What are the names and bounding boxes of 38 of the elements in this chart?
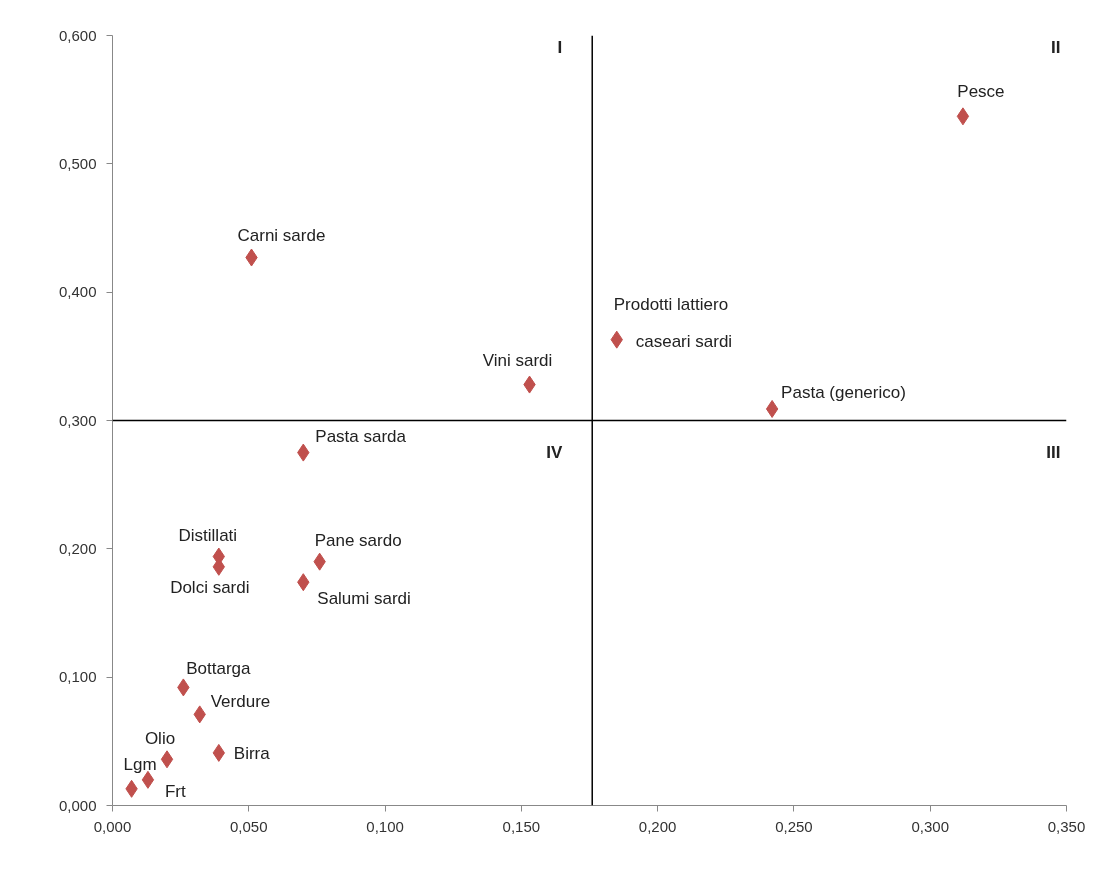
y-tick-label: 0,200 bbox=[58, 539, 97, 557]
x-tick-label: 0,300 bbox=[911, 817, 949, 835]
y-tick-label: 0,500 bbox=[58, 154, 97, 172]
series-label: Pasta sarda bbox=[315, 427, 407, 447]
series-label: Bottarga bbox=[186, 658, 252, 678]
y-tick-label: 0,100 bbox=[58, 668, 97, 686]
series-label: Dolci sardi bbox=[170, 578, 250, 598]
x-tick-label: 0,250 bbox=[775, 817, 813, 835]
series-label: Distillati bbox=[178, 526, 238, 546]
annotation: I bbox=[557, 38, 563, 57]
x-tick-label: 0,000 bbox=[93, 817, 132, 835]
y-tick-label: 0,000 bbox=[58, 796, 97, 814]
annotation: III bbox=[1046, 443, 1061, 462]
point bbox=[765, 399, 779, 418]
x-tick-label: 0,200 bbox=[638, 817, 677, 835]
series-label: Verdure bbox=[210, 691, 271, 711]
series-label: Birra bbox=[233, 744, 271, 764]
x-tick-label: 0,050 bbox=[230, 817, 268, 835]
series-label: Prodotti lattiero caseari sardi bbox=[613, 295, 733, 352]
series-label: Pesce bbox=[957, 81, 1005, 101]
series-label: Pasta (generico) bbox=[781, 383, 906, 403]
annotation: IV bbox=[546, 443, 563, 462]
annotation: II bbox=[1051, 38, 1061, 57]
y-tick-label: 0,400 bbox=[58, 283, 97, 301]
x-tick-label: 0,350 bbox=[1047, 817, 1086, 835]
series-label: Vini sardi bbox=[482, 351, 553, 371]
series-label: Carni sarde bbox=[237, 226, 326, 246]
point bbox=[956, 107, 970, 126]
series-label: Lgm bbox=[123, 755, 157, 775]
x-tick-label: 0,100 bbox=[366, 817, 404, 835]
y-tick-label: 0,300 bbox=[58, 411, 97, 429]
series-label: Salumi sardi bbox=[317, 588, 411, 608]
x-tick-label: 0,150 bbox=[502, 817, 541, 835]
series-label: Frt bbox=[164, 782, 186, 802]
point bbox=[160, 750, 174, 769]
series-label: Pane sardo bbox=[314, 531, 402, 551]
series-label: Olio bbox=[144, 728, 176, 748]
y-tick-label: 0,600 bbox=[58, 26, 97, 44]
